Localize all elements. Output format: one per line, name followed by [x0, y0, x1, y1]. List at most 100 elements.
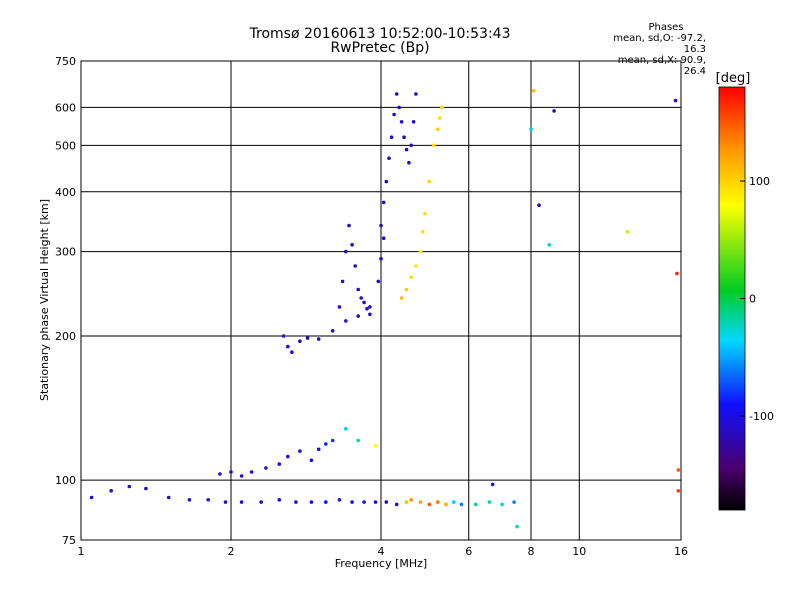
echo-point [376, 279, 381, 284]
colorbar-tick-label: 100 [749, 175, 770, 188]
echo-point [344, 427, 348, 431]
echo-point [423, 211, 427, 216]
x-tick-label: 8 [528, 545, 535, 558]
echo-point [404, 500, 409, 504]
echo-point [675, 271, 679, 276]
echo-point [500, 502, 504, 507]
echo-point [436, 500, 440, 504]
y-tick-label: 75 [62, 534, 76, 547]
echo-point [515, 524, 519, 529]
echo-point [547, 243, 551, 247]
echo-point [373, 443, 378, 448]
echo-point [512, 500, 516, 504]
colorbar-tick-label: -100 [749, 410, 774, 423]
echo-point [389, 135, 394, 139]
echo-point [166, 495, 171, 500]
echo-point [409, 498, 414, 502]
echo-point [537, 203, 541, 207]
echo-point [362, 300, 366, 305]
echo-point [281, 334, 286, 338]
plot-frame [80, 60, 682, 541]
echo-point [394, 502, 399, 507]
echo-point [394, 92, 399, 96]
echo-point [356, 287, 361, 292]
echo-point [223, 500, 228, 504]
echo-point [529, 127, 533, 132]
y-tick-label: 400 [55, 186, 76, 199]
echo-point [362, 500, 366, 504]
echo-point [487, 500, 492, 504]
echo-point [676, 468, 681, 472]
echo-point [109, 489, 113, 493]
echo-point [239, 474, 244, 478]
echo-point [420, 230, 425, 234]
echo-point [365, 306, 369, 311]
echo-point [324, 442, 328, 446]
echo-point [399, 120, 404, 124]
echo-point [474, 502, 478, 507]
echo-point [249, 470, 254, 474]
echo-point [277, 462, 282, 466]
echo-point [298, 449, 302, 453]
echo-point [404, 287, 409, 292]
echo-point [298, 339, 302, 344]
x-tick-label: 4 [378, 545, 385, 558]
echo-point [330, 329, 335, 333]
echo-point [438, 116, 442, 120]
echo-point [404, 147, 409, 152]
echo-point [414, 92, 418, 96]
echo-point [127, 484, 132, 489]
echo-point [384, 500, 389, 504]
y-tick-label: 750 [55, 55, 76, 68]
colorbar-ticks: 100 0 -100 [740, 175, 774, 423]
echo-point [218, 472, 222, 476]
echo-point [399, 296, 404, 300]
echo-point [324, 500, 328, 504]
x-axis-label: Frequency [MHz] [335, 557, 427, 570]
echo-point [379, 223, 383, 228]
echo-point [206, 498, 210, 502]
echo-point [89, 495, 94, 500]
echo-point [305, 336, 310, 340]
echo-point [337, 498, 342, 502]
echo-point [316, 337, 321, 341]
echo-point [452, 500, 456, 504]
axis-ticks: 1 2 4 6 8 10 16 75 100 200 300 400 500 600 750 [55, 55, 688, 558]
echo-point [490, 482, 495, 487]
echo-point [407, 160, 411, 165]
y-axis-label: Stationary phase Virtual Height [km] [38, 199, 51, 401]
echo-point [290, 350, 294, 355]
echo-point [427, 502, 432, 507]
echo-point [344, 319, 348, 323]
echo-point [344, 249, 348, 254]
echo-point [239, 500, 244, 504]
echo-point [340, 279, 345, 284]
echo-point [294, 500, 298, 504]
echo-point [277, 498, 282, 502]
echo-point [264, 466, 268, 470]
echo-point [409, 143, 414, 148]
echo-point [676, 489, 681, 493]
phase-summary-o-mode: mean, sd,O: -97.2, 16.3 [613, 33, 706, 55]
echo-point [356, 438, 361, 443]
echo-point [381, 200, 386, 205]
y-tick-label: 300 [55, 246, 76, 259]
colorbar-tick-label: 0 [749, 293, 756, 306]
echo-point [359, 296, 364, 300]
echo-point [440, 105, 444, 110]
echo-point [414, 264, 418, 268]
x-tick-label: 16 [674, 545, 688, 558]
x-tick-label: 1 [78, 545, 85, 558]
colorbar: [deg] 100 0 -100 [716, 71, 774, 511]
echo-point [431, 143, 436, 148]
echo-point [381, 236, 386, 240]
echo-point [309, 500, 314, 504]
y-tick-label: 600 [55, 101, 76, 114]
y-tick-label: 500 [55, 139, 76, 152]
x-tick-label: 10 [572, 545, 586, 558]
echo-point [144, 486, 148, 491]
echo-point [392, 112, 396, 117]
echo-point [373, 500, 378, 504]
echo-point [368, 305, 372, 309]
